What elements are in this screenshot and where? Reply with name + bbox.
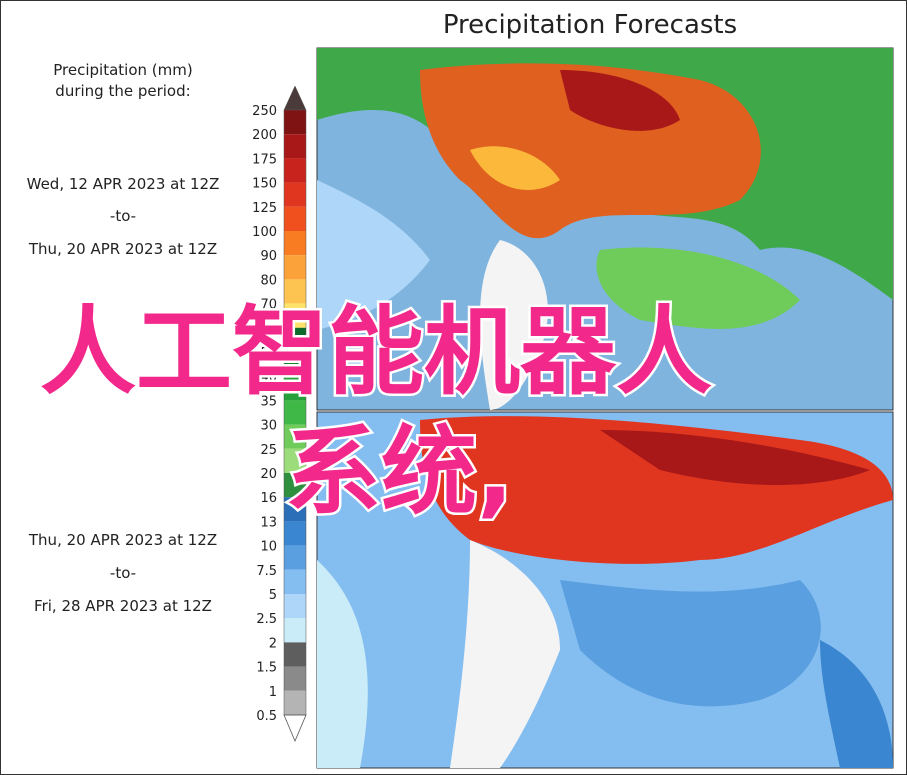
colorbar-label: 250 bbox=[252, 104, 277, 119]
colorbar-swatch bbox=[284, 376, 306, 401]
colorbar-label: 16 bbox=[260, 491, 277, 506]
colorbar-label: 50 bbox=[260, 346, 277, 361]
colorbar-label: 90 bbox=[260, 249, 277, 264]
overlay-text: 系统, bbox=[285, 416, 513, 528]
colorbar-label: 13 bbox=[260, 515, 277, 530]
colorbar-swatch bbox=[284, 545, 306, 570]
colorbar-swatch bbox=[284, 110, 306, 135]
colorbar-label: 30 bbox=[260, 419, 277, 434]
overlay-text: 人工智能机器人 bbox=[40, 296, 712, 408]
colorbar-swatch bbox=[284, 279, 306, 304]
colorbar-label: 0.5 bbox=[256, 709, 277, 724]
map-bottom bbox=[316, 411, 894, 769]
colorbar-swatch bbox=[284, 134, 306, 159]
title: Precipitation Forecasts bbox=[443, 10, 737, 40]
colorbar-swatch bbox=[284, 400, 306, 425]
colorbar-label: 100 bbox=[252, 225, 277, 240]
colorbar-swatch bbox=[284, 352, 306, 377]
colorbar-swatch bbox=[284, 206, 306, 231]
colorbar-outline bbox=[283, 109, 307, 716]
colorbar-label: 1.5 bbox=[256, 661, 277, 676]
colorbar-label: 2.5 bbox=[256, 612, 277, 627]
colorbar-label: 125 bbox=[252, 201, 277, 216]
colorbar-swatch bbox=[284, 255, 306, 280]
colorbar-swatch bbox=[284, 521, 306, 546]
date-to: Fri, 28 APR 2023 at 12Z bbox=[34, 597, 212, 615]
colorbar-swatch bbox=[284, 424, 306, 449]
date-from: Thu, 20 APR 2023 at 12Z bbox=[28, 531, 217, 549]
colorbar-swatch bbox=[284, 158, 306, 183]
colorbar-label: 80 bbox=[260, 273, 277, 288]
colorbar-label: 70 bbox=[260, 298, 277, 313]
date-sep: -to- bbox=[110, 564, 136, 582]
colorbar-swatch bbox=[284, 327, 306, 352]
colorbar-label: 40 bbox=[260, 370, 277, 385]
colorbar-label: 2 bbox=[269, 636, 277, 651]
colorbar-swatch bbox=[284, 231, 306, 256]
date-to: Thu, 20 APR 2023 at 12Z bbox=[28, 240, 217, 258]
colorbar: 2502001751501251009080706050403530252016… bbox=[252, 85, 307, 743]
colorbar-swatch bbox=[284, 182, 306, 207]
colorbar-label: 175 bbox=[252, 152, 277, 167]
colorbar-swatch bbox=[284, 569, 306, 594]
colorbar-label: 20 bbox=[260, 467, 277, 482]
colorbar-label: 200 bbox=[252, 128, 277, 143]
colorbar-swatch bbox=[284, 666, 306, 691]
colorbar-label: 7.5 bbox=[256, 564, 277, 579]
date-from: Wed, 12 APR 2023 at 12Z bbox=[27, 175, 220, 193]
map-top bbox=[316, 47, 894, 411]
colorbar-swatch bbox=[284, 497, 306, 522]
colorbar-swatch bbox=[284, 594, 306, 619]
colorbar-label: 10 bbox=[260, 540, 277, 555]
colorbar-label: 25 bbox=[260, 443, 277, 458]
colorbar-label: 1 bbox=[269, 685, 277, 700]
colorbar-swatch bbox=[284, 690, 306, 715]
colorbar-swatch bbox=[284, 448, 306, 473]
date-sep: -to- bbox=[110, 207, 136, 225]
colorbar-label: 150 bbox=[252, 177, 277, 192]
legend-title: during the period: bbox=[55, 82, 190, 100]
colorbar-swatch bbox=[284, 618, 306, 643]
colorbar-label: 5 bbox=[269, 588, 277, 603]
legend-title: Precipitation (mm) bbox=[53, 61, 192, 79]
colorbar-label: 35 bbox=[260, 394, 277, 409]
colorbar-label: 60 bbox=[260, 322, 277, 337]
colorbar-swatch bbox=[284, 642, 306, 667]
colorbar-swatch bbox=[284, 303, 306, 328]
colorbar-swatch bbox=[284, 473, 306, 498]
